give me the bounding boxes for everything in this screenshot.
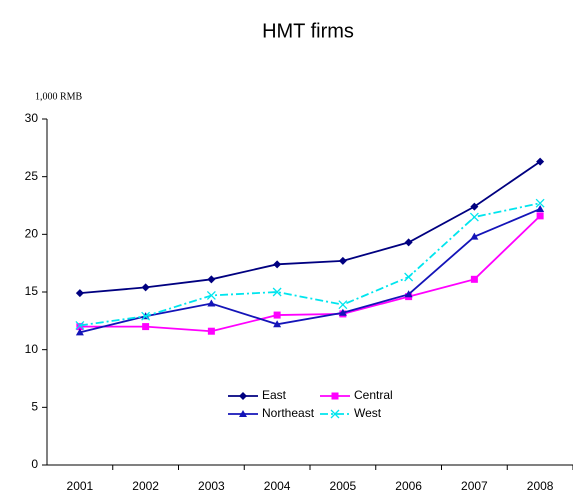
legend-marker	[330, 409, 340, 419]
data-point	[75, 289, 84, 298]
x-tick-label: 2008	[527, 479, 554, 493]
y-tick-label: 20	[25, 227, 39, 241]
x-tick-label: 2005	[330, 479, 357, 493]
x-tick-label: 2007	[461, 479, 488, 493]
chart-title: HMT firms	[262, 20, 354, 42]
data-point	[207, 327, 215, 335]
series-line	[79, 160, 541, 295]
series-line	[79, 215, 541, 333]
data-point	[470, 232, 479, 240]
data-point	[207, 275, 216, 284]
y-tick-label: 30	[25, 111, 39, 125]
legend-marker	[239, 410, 247, 417]
data-point	[470, 202, 479, 211]
data-point	[141, 283, 150, 292]
data-point	[404, 272, 414, 282]
data-point	[404, 290, 413, 298]
series-line	[79, 208, 541, 334]
y-tick-label: 5	[31, 400, 38, 414]
data-point	[535, 198, 545, 208]
x-tick-label: 2002	[132, 479, 159, 493]
data-point	[536, 157, 545, 166]
data-point	[142, 323, 150, 331]
x-tick-label: 2004	[264, 479, 291, 493]
data-point	[76, 323, 84, 331]
y-tick-label: 10	[25, 342, 39, 356]
data-point	[75, 320, 85, 330]
legend-marker	[331, 392, 339, 400]
data-point	[272, 287, 282, 297]
data-point	[536, 204, 545, 212]
x-tick-label: 2006	[395, 479, 422, 493]
data-point	[404, 238, 413, 247]
y-tick-label: 25	[25, 169, 39, 183]
data-point	[536, 212, 544, 220]
data-point	[75, 328, 84, 336]
data-point	[141, 311, 151, 321]
data-point	[273, 260, 282, 269]
data-point	[273, 320, 282, 328]
legend-label: East	[262, 388, 287, 402]
data-point	[338, 300, 348, 310]
data-point	[273, 311, 281, 319]
legend-marker	[239, 392, 247, 400]
data-point	[338, 256, 347, 265]
data-point	[207, 299, 216, 307]
data-point	[470, 275, 478, 283]
data-point	[338, 308, 347, 316]
x-tick-label: 2003	[198, 479, 225, 493]
legend-label: West	[354, 406, 382, 420]
series-line	[79, 202, 541, 327]
y-axis-unit: 1,000 RMB	[35, 91, 83, 102]
legend-label: Northeast	[262, 406, 315, 420]
y-tick-label: 0	[31, 457, 38, 471]
legend-label: Central	[354, 388, 393, 402]
data-point	[469, 212, 479, 222]
y-tick-label: 15	[25, 284, 39, 298]
x-tick-label: 2001	[67, 479, 94, 493]
data-point	[206, 291, 216, 300]
